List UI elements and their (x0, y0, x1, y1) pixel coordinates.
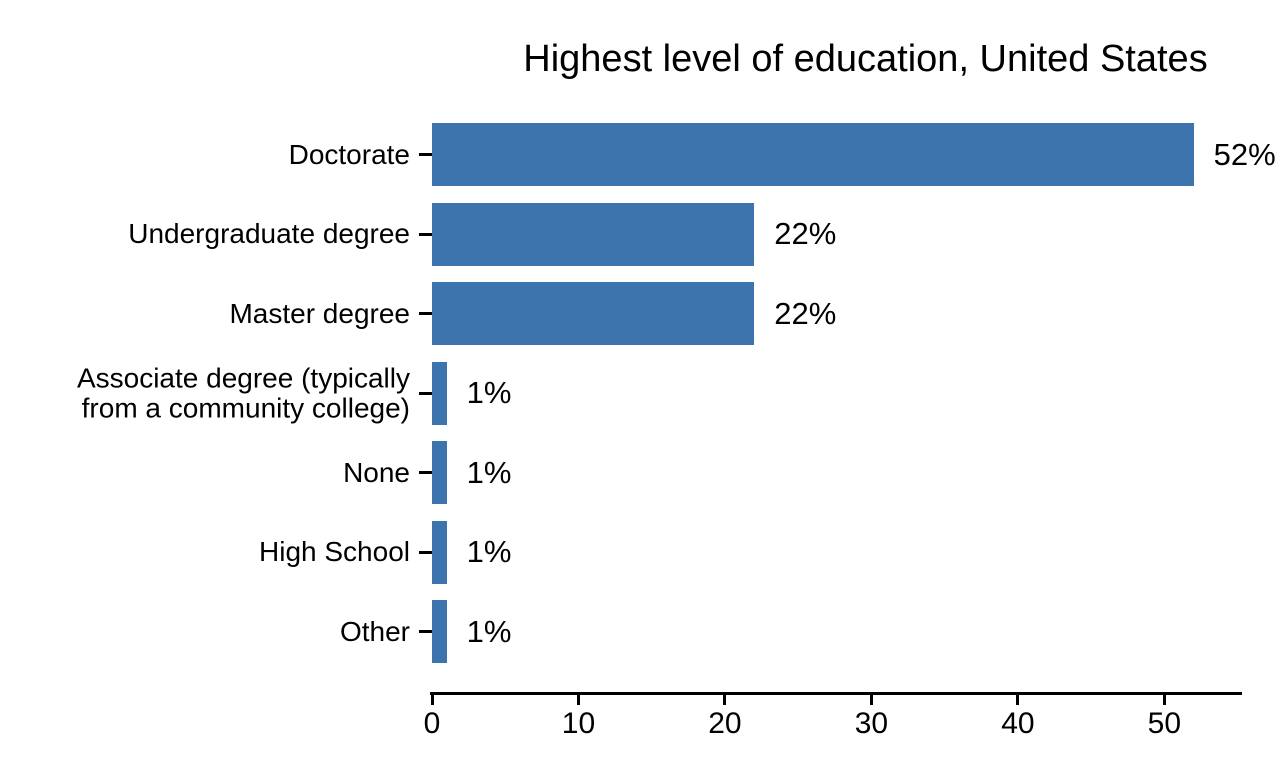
bar (432, 600, 447, 663)
value-label: 22% (774, 295, 837, 331)
bar (432, 441, 447, 504)
value-label: 1% (466, 454, 512, 490)
x-axis-tick-label: 0 (423, 707, 441, 740)
category-tick-mark (419, 550, 432, 554)
x-axis-tick (576, 694, 580, 705)
category-label: High School (259, 536, 410, 568)
x-axis-tick (430, 694, 434, 705)
category-label: Doctorate (288, 138, 410, 170)
x-axis-tick-label: 50 (1147, 707, 1182, 740)
category-tick-mark (419, 312, 432, 315)
category-label: None (343, 456, 410, 488)
bar (432, 202, 755, 266)
category-tick-mark (419, 471, 432, 474)
category-tick-mark (419, 153, 432, 156)
x-axis-tick (1162, 694, 1166, 705)
bar (432, 520, 447, 584)
category-tick-mark (419, 630, 432, 633)
bar (432, 282, 755, 345)
category-label: Associate degree (typically from a commu… (76, 362, 410, 423)
x-axis-tick-label: 30 (854, 707, 889, 740)
category-label: Master degree (229, 297, 410, 329)
x-axis-tick (1016, 694, 1020, 705)
bar (432, 123, 1194, 186)
value-label: 1% (466, 613, 512, 649)
x-axis-tick-label: 20 (708, 707, 742, 740)
category-tick-mark (419, 232, 432, 236)
category-label: Other (339, 615, 410, 647)
x-axis-tick-label: 10 (561, 707, 596, 740)
value-label: 52% (1213, 136, 1276, 172)
x-axis-tick (723, 694, 727, 705)
category-tick-mark (419, 391, 432, 395)
value-label: 22% (774, 216, 837, 251)
chart-title: Highest level of education, United State… (523, 38, 1208, 80)
x-axis-tick-label: 40 (1001, 707, 1035, 740)
value-label: 1% (466, 534, 512, 569)
x-axis-line (430, 692, 1242, 695)
x-axis-tick (869, 694, 873, 705)
category-label: Undergraduate degree (128, 218, 410, 250)
value-label: 1% (466, 375, 512, 410)
bar (432, 361, 447, 425)
